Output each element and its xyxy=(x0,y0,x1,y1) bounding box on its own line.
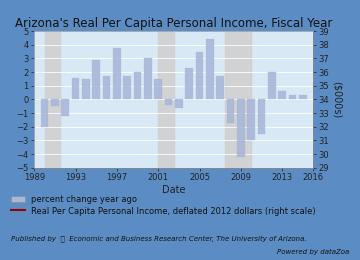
Legend: percent change year ago, Real Per Capita Personal Income, deflated 2012 dollars : percent change year ago, Real Per Capita… xyxy=(12,195,316,216)
Bar xyxy=(268,72,276,99)
Bar xyxy=(41,99,48,127)
Title: Arizona's Real Per Capita Personal Income, Fiscal Year: Arizona's Real Per Capita Personal Incom… xyxy=(15,17,332,30)
Bar xyxy=(51,99,59,106)
Bar xyxy=(175,99,183,108)
Bar xyxy=(247,99,255,140)
Bar xyxy=(61,99,69,116)
Bar xyxy=(123,76,131,99)
Bar xyxy=(144,58,152,99)
Bar xyxy=(289,95,296,99)
X-axis label: Date: Date xyxy=(162,185,185,195)
Text: Published by  Ⓔ  Economic and Business Research Center, The University of Arizon: Published by Ⓔ Economic and Business Res… xyxy=(11,235,306,242)
Bar xyxy=(216,76,224,99)
Bar xyxy=(72,77,80,99)
Text: Powered by dataZoa: Powered by dataZoa xyxy=(277,249,349,255)
Bar xyxy=(185,68,193,99)
Bar xyxy=(45,31,60,168)
Bar xyxy=(258,99,265,134)
Bar xyxy=(195,52,203,99)
Y-axis label: ($000s): ($000s) xyxy=(332,81,342,118)
Bar xyxy=(82,79,90,99)
Bar xyxy=(103,76,111,99)
Bar xyxy=(158,31,174,168)
Bar xyxy=(113,48,121,99)
Bar xyxy=(134,72,141,99)
Bar xyxy=(227,99,234,123)
Bar xyxy=(225,31,251,168)
Bar xyxy=(278,91,286,99)
Bar xyxy=(165,99,172,105)
Bar xyxy=(206,39,214,99)
Bar xyxy=(299,95,307,99)
Bar xyxy=(92,60,100,99)
Bar xyxy=(154,79,162,99)
Bar xyxy=(237,99,245,157)
